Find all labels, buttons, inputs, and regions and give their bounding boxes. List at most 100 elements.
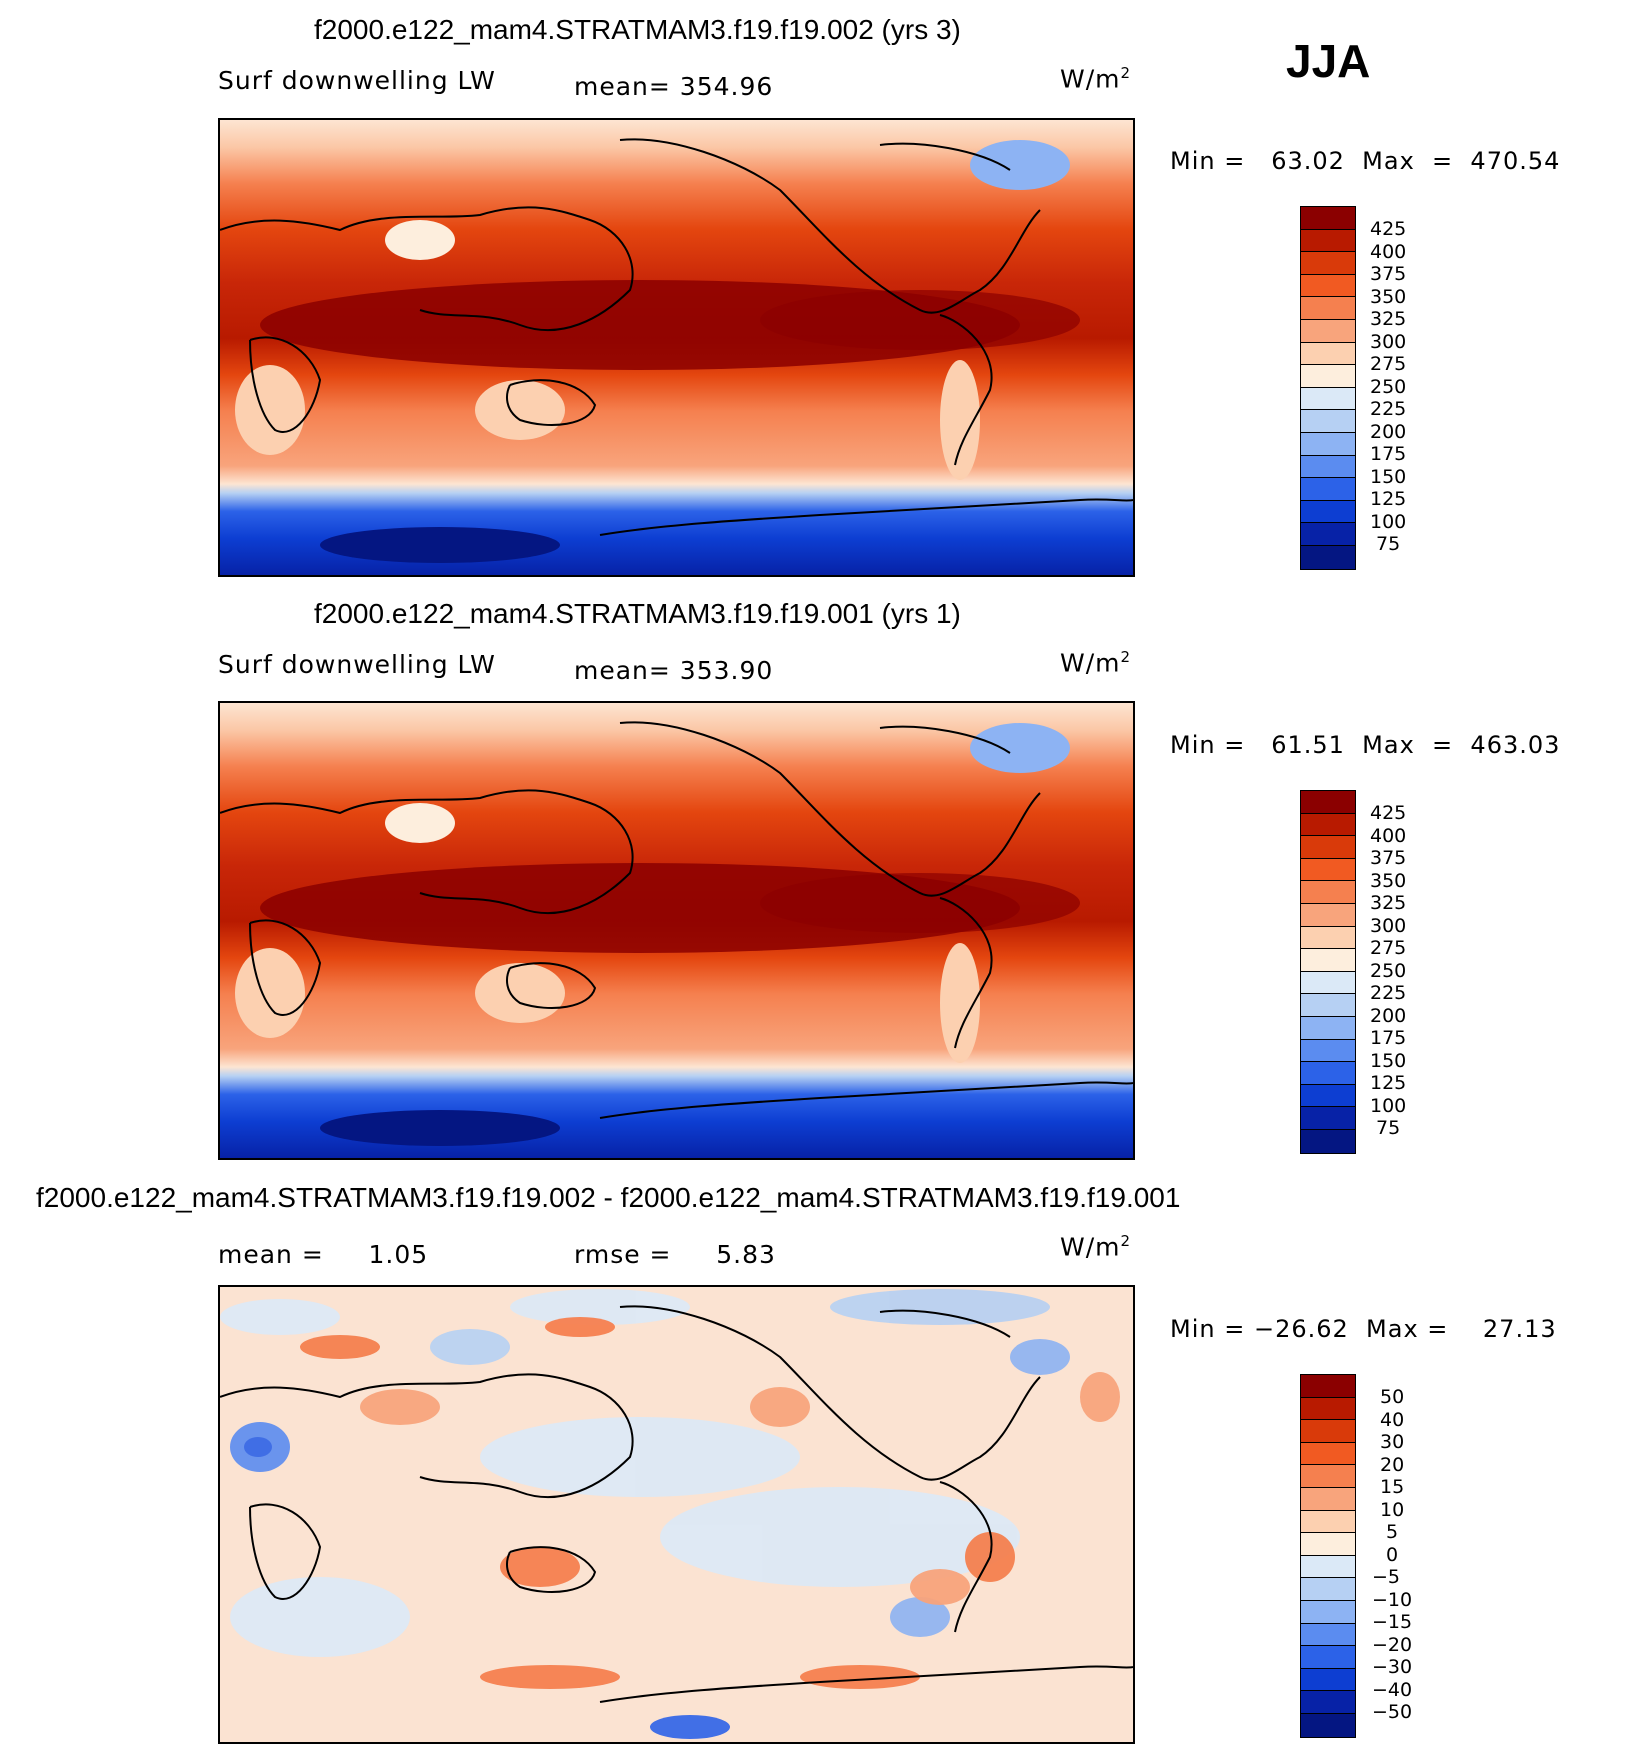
colorbar-swatch [1301, 1039, 1355, 1063]
colorbar-swatch [1301, 1084, 1355, 1108]
colorbar-tick-label: −5 [1372, 1566, 1401, 1588]
colorbar-swatch [1301, 858, 1355, 882]
colorbar-swatch [1301, 994, 1355, 1017]
colorbar-swatch [1301, 207, 1355, 230]
colorbar-tick-label: 300 [1370, 331, 1407, 353]
colorbar-swatch [1301, 1397, 1355, 1421]
season-label: JJA [1286, 35, 1371, 87]
colorbar-tick-label: 350 [1370, 870, 1407, 892]
colorbar-swatch [1301, 1375, 1355, 1398]
colorbar-tick-label: 350 [1370, 286, 1407, 308]
panel-1-units: W/m2 [1060, 64, 1132, 94]
colorbar-swatch [1301, 432, 1355, 456]
colorbar-tick-label: 200 [1370, 421, 1407, 443]
colorbar-tick-label: 15 [1380, 1476, 1405, 1498]
colorbar-swatch [1301, 1668, 1355, 1692]
colorbar-tick-label: 20 [1380, 1454, 1405, 1476]
panel-2-colorbar [1300, 790, 1356, 1154]
colorbar-tick-label: 30 [1380, 1431, 1405, 1453]
panel-2-minmax: Min = 61.51 Max = 463.03 [1170, 731, 1561, 759]
colorbar-swatch [1301, 1623, 1355, 1647]
panel-1-title: f2000.e122_mam4.STRATMAM3.f19.f19.002 (y… [314, 14, 961, 45]
panel-3-map [218, 1285, 1135, 1744]
colorbar-swatch [1301, 1555, 1355, 1579]
colorbar-swatch [1301, 455, 1355, 479]
colorbar-tick-label: 325 [1370, 308, 1407, 330]
colorbar-swatch [1301, 1600, 1355, 1624]
colorbar-swatch [1301, 410, 1355, 433]
colorbar-tick-label: 150 [1370, 1050, 1407, 1072]
panel-3-rmse-label: rmse = 5.83 [574, 1240, 776, 1269]
colorbar-tick-label: 150 [1370, 466, 1407, 488]
colorbar-swatch [1301, 903, 1355, 927]
colorbar-swatch [1301, 971, 1355, 995]
colorbar-swatch [1301, 365, 1355, 388]
panel-1-minmax: Min = 63.02 Max = 470.54 [1170, 147, 1561, 175]
colorbar-swatch [1301, 813, 1355, 837]
colorbar-swatch [1301, 1646, 1355, 1669]
colorbar-tick-label: −15 [1372, 1611, 1413, 1633]
panel-3-title: f2000.e122_mam4.STRATMAM3.f19.f19.002 - … [36, 1182, 1181, 1213]
colorbar-swatch [1301, 1713, 1355, 1737]
colorbar-swatch [1301, 791, 1355, 814]
colorbar-tick-label: 10 [1380, 1499, 1405, 1521]
colorbar-tick-label: 375 [1370, 847, 1407, 869]
panel-2-mean-label: mean= 353.90 [574, 656, 774, 685]
colorbar-swatch [1301, 229, 1355, 253]
colorbar-tick-label: −10 [1372, 1589, 1413, 1611]
colorbar-swatch [1301, 387, 1355, 411]
colorbar-tick-label: 425 [1370, 802, 1407, 824]
colorbar-tick-label: 225 [1370, 982, 1407, 1004]
panel-3-mean-label: mean = 1.05 [218, 1240, 429, 1269]
colorbar-tick-label: 100 [1370, 511, 1407, 533]
colorbar-tick-label: −20 [1372, 1634, 1413, 1656]
panel-1-colorbar [1300, 206, 1356, 570]
colorbar-swatch [1301, 319, 1355, 343]
colorbar-tick-label: 100 [1370, 1095, 1407, 1117]
colorbar-tick-label: −30 [1372, 1656, 1413, 1678]
panel-3-units: W/m2 [1060, 1232, 1132, 1262]
panel-1-variable-label: Surf downwelling LW [218, 66, 496, 95]
colorbar-tick-label: 125 [1370, 1072, 1407, 1094]
colorbar-tick-label: 40 [1380, 1409, 1405, 1431]
colorbar-tick-label: 375 [1370, 263, 1407, 285]
colorbar-swatch [1301, 1533, 1355, 1556]
colorbar-swatch [1301, 1420, 1355, 1443]
colorbar-tick-label: 175 [1370, 443, 1407, 465]
colorbar-tick-label: 250 [1370, 376, 1407, 398]
colorbar-tick-label: 5 [1386, 1521, 1399, 1543]
colorbar-swatch [1301, 1442, 1355, 1466]
colorbar-swatch [1301, 1062, 1355, 1085]
colorbar-swatch [1301, 881, 1355, 904]
colorbar-swatch [1301, 297, 1355, 320]
colorbar-tick-label: 275 [1370, 353, 1407, 375]
colorbar-swatch [1301, 545, 1355, 569]
colorbar-tick-label: 325 [1370, 892, 1407, 914]
colorbar-tick-label: 0 [1386, 1544, 1399, 1566]
colorbar-tick-label: 75 [1376, 1117, 1401, 1139]
colorbar-tick-label: 175 [1370, 1027, 1407, 1049]
panel-2-title: f2000.e122_mam4.STRATMAM3.f19.f19.001 (y… [314, 598, 961, 629]
colorbar-tick-label: 250 [1370, 960, 1407, 982]
colorbar-swatch [1301, 478, 1355, 501]
colorbar-swatch [1301, 1129, 1355, 1153]
colorbar-tick-label: 125 [1370, 488, 1407, 510]
colorbar-tick-label: 75 [1376, 533, 1401, 555]
colorbar-swatch [1301, 836, 1355, 859]
colorbar-tick-label: 400 [1370, 241, 1407, 263]
panel-2-units: W/m2 [1060, 648, 1132, 678]
colorbar-tick-label: −50 [1372, 1701, 1413, 1723]
colorbar-tick-label: 300 [1370, 915, 1407, 937]
colorbar-swatch [1301, 1107, 1355, 1130]
panel-3-colorbar [1300, 1374, 1356, 1738]
panel-2-map [218, 701, 1135, 1160]
panel-1-mean-label: mean= 354.96 [574, 72, 774, 101]
colorbar-swatch [1301, 274, 1355, 298]
colorbar-tick-label: 425 [1370, 218, 1407, 240]
colorbar-swatch [1301, 252, 1355, 275]
colorbar-swatch [1301, 949, 1355, 972]
colorbar-swatch [1301, 1691, 1355, 1714]
colorbar-tick-label: −40 [1372, 1679, 1413, 1701]
panel-3-minmax: Min = −26.62 Max = 27.13 [1170, 1315, 1557, 1343]
panel-2-variable-label: Surf downwelling LW [218, 650, 496, 679]
